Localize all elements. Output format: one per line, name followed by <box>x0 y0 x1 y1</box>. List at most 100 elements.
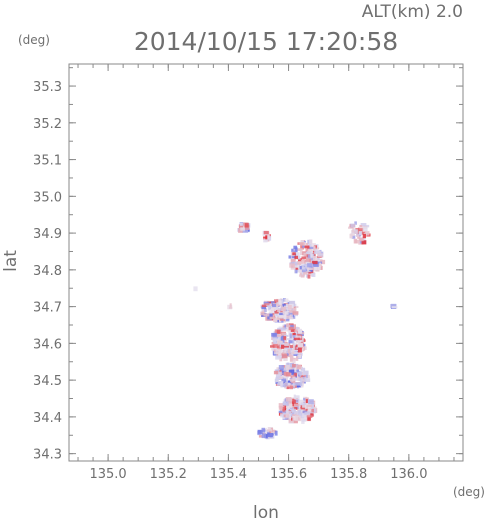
echo-cell <box>298 258 302 262</box>
echo-cell <box>286 408 289 414</box>
echo-cell <box>299 250 302 256</box>
echo-cell <box>283 356 288 361</box>
echo-cell <box>270 427 274 433</box>
echo-cell <box>289 317 294 320</box>
echo-cell <box>297 266 301 270</box>
echo-cell <box>313 406 317 409</box>
echo-cell <box>299 266 306 270</box>
echo-cell <box>359 231 363 236</box>
echo-cell <box>308 239 313 244</box>
echo-cell <box>311 408 314 413</box>
echo-cell <box>303 264 309 267</box>
echo-cell <box>287 405 290 409</box>
echo-cell <box>295 269 298 274</box>
echo-cell <box>292 350 298 353</box>
echo-cell <box>311 272 316 277</box>
y-tick-label: 35.1 <box>33 154 62 169</box>
echo-cell <box>304 411 310 415</box>
echo-cell <box>301 377 307 381</box>
echo-cell <box>289 333 292 339</box>
echo-cell <box>281 378 287 382</box>
echo-cell <box>284 298 289 303</box>
echo-cell <box>263 230 269 235</box>
echo-cell <box>298 399 304 404</box>
echo-cell <box>303 370 309 375</box>
echo-cell <box>306 274 309 278</box>
echo-cell <box>290 345 294 348</box>
y-axis-label: lat <box>1 250 21 272</box>
echo-cell <box>273 305 279 310</box>
echo-cell <box>313 245 316 251</box>
echo-cell <box>290 312 294 315</box>
echo-cell <box>284 305 290 311</box>
echo-cell <box>292 345 299 350</box>
echo-cell <box>288 346 293 351</box>
echo-cell <box>305 261 310 265</box>
radar-echo-cells <box>193 221 398 440</box>
echo-cell <box>290 378 294 382</box>
echo-cell <box>272 336 279 340</box>
echo-cell <box>302 413 308 418</box>
echo-cell <box>305 397 309 400</box>
echo-cell <box>360 231 367 235</box>
echo-cell <box>267 429 272 432</box>
echo-cell <box>275 355 281 360</box>
echo-cell <box>273 338 277 343</box>
echo-cell <box>352 228 355 231</box>
echo-cell <box>292 311 299 315</box>
echo-cell <box>297 343 304 348</box>
echo-cell <box>287 380 292 383</box>
echo-cell <box>292 363 296 368</box>
echo-cell <box>261 433 266 439</box>
echo-cell <box>271 342 275 347</box>
echo-cell <box>303 271 308 275</box>
echo-cell <box>279 406 285 410</box>
echo-cell <box>390 304 396 308</box>
echo-cell <box>308 246 315 249</box>
echo-cell <box>274 299 279 303</box>
echo-cell <box>278 307 283 313</box>
echo-cell <box>310 267 313 270</box>
x-tick-label: 135.6 <box>270 467 307 482</box>
echo-cell <box>277 371 282 376</box>
echo-cell <box>296 261 301 265</box>
echo-cell <box>260 311 265 316</box>
echo-cell <box>288 411 292 414</box>
echo-cell <box>280 336 284 341</box>
echo-cell <box>281 344 285 349</box>
echo-cell <box>294 247 298 253</box>
echo-cell <box>269 314 275 319</box>
echo-cell <box>282 340 285 343</box>
echo-cell <box>193 286 198 292</box>
echo-cell <box>301 264 305 269</box>
echo-cell <box>279 312 285 316</box>
echo-cell <box>257 429 263 435</box>
echo-cell <box>304 254 310 258</box>
echo-cell <box>285 372 291 377</box>
y-tick-label: 34.9 <box>33 227 62 242</box>
echo-cell <box>286 382 291 385</box>
echo-cell <box>280 306 287 311</box>
echo-cell <box>314 265 321 271</box>
echo-cell <box>282 410 288 414</box>
echo-cell <box>282 311 289 315</box>
echo-cell <box>318 253 324 256</box>
echo-cell <box>296 335 302 339</box>
echo-cell <box>277 309 281 312</box>
echo-cell <box>290 329 295 332</box>
echo-cell <box>300 372 304 376</box>
echo-cell <box>293 403 300 407</box>
echo-cell <box>302 245 306 248</box>
echo-cell <box>318 265 322 270</box>
echo-cell <box>291 370 294 376</box>
x-tick-label: 135.4 <box>210 467 247 482</box>
echo-cell <box>357 227 364 231</box>
echo-cell <box>297 371 301 376</box>
plot-frame <box>68 63 464 462</box>
echo-cell <box>295 404 299 409</box>
echo-cell <box>316 247 320 250</box>
echo-cell <box>273 347 278 351</box>
echo-cell <box>299 403 304 407</box>
echo-cell <box>297 347 302 353</box>
echo-cell <box>289 403 293 408</box>
